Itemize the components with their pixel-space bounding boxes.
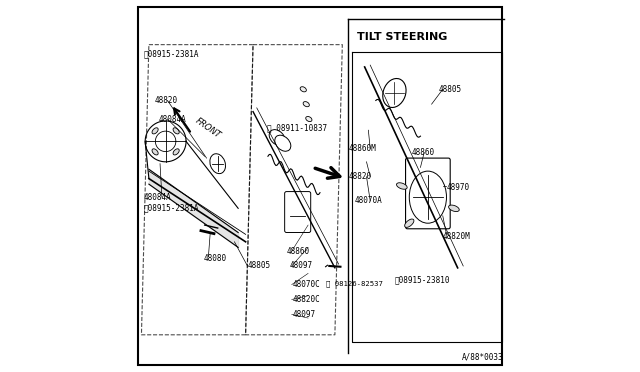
Text: 48970: 48970 (447, 183, 470, 192)
Text: 48820C: 48820C (293, 295, 321, 304)
Text: Ⓥ08915-23810: Ⓥ08915-23810 (394, 275, 450, 284)
Ellipse shape (152, 128, 158, 134)
Ellipse shape (383, 78, 406, 108)
Text: 48805: 48805 (248, 262, 271, 270)
Text: 48820: 48820 (349, 172, 372, 181)
FancyBboxPatch shape (285, 192, 310, 232)
Text: 48084A: 48084A (143, 193, 171, 202)
Ellipse shape (173, 128, 179, 134)
Ellipse shape (269, 129, 285, 146)
Ellipse shape (397, 183, 407, 189)
Ellipse shape (449, 205, 460, 212)
Text: Ⓑ 08126-82537: Ⓑ 08126-82537 (326, 280, 383, 287)
FancyBboxPatch shape (406, 158, 450, 229)
Text: Ⓦ08915-2381A: Ⓦ08915-2381A (143, 204, 199, 213)
Ellipse shape (152, 149, 158, 155)
Text: 48070A: 48070A (354, 196, 382, 205)
Text: 48805: 48805 (439, 85, 462, 94)
Text: Ⓝ 08911-10837: Ⓝ 08911-10837 (267, 124, 327, 133)
Text: 48070C: 48070C (293, 280, 321, 289)
Text: TILT STEERING: TILT STEERING (356, 32, 447, 42)
Text: 48080: 48080 (203, 254, 227, 263)
Text: 48860M: 48860M (349, 144, 377, 153)
Text: 48860: 48860 (287, 247, 310, 256)
Ellipse shape (303, 102, 309, 107)
Ellipse shape (275, 135, 291, 151)
Ellipse shape (300, 87, 307, 92)
Text: 48820: 48820 (154, 96, 177, 105)
Text: 48097: 48097 (289, 262, 312, 270)
Text: FRONT: FRONT (193, 116, 222, 140)
Text: 48860: 48860 (411, 148, 435, 157)
Text: 48820M: 48820M (443, 232, 470, 241)
Text: 48084A: 48084A (158, 115, 186, 124)
Text: 48097: 48097 (293, 310, 316, 319)
Ellipse shape (404, 219, 414, 227)
Ellipse shape (173, 149, 179, 155)
Ellipse shape (210, 154, 225, 174)
Text: A/88*0033: A/88*0033 (461, 353, 503, 362)
Ellipse shape (306, 116, 312, 122)
Text: Ⓦ08915-2381A: Ⓦ08915-2381A (143, 49, 199, 58)
